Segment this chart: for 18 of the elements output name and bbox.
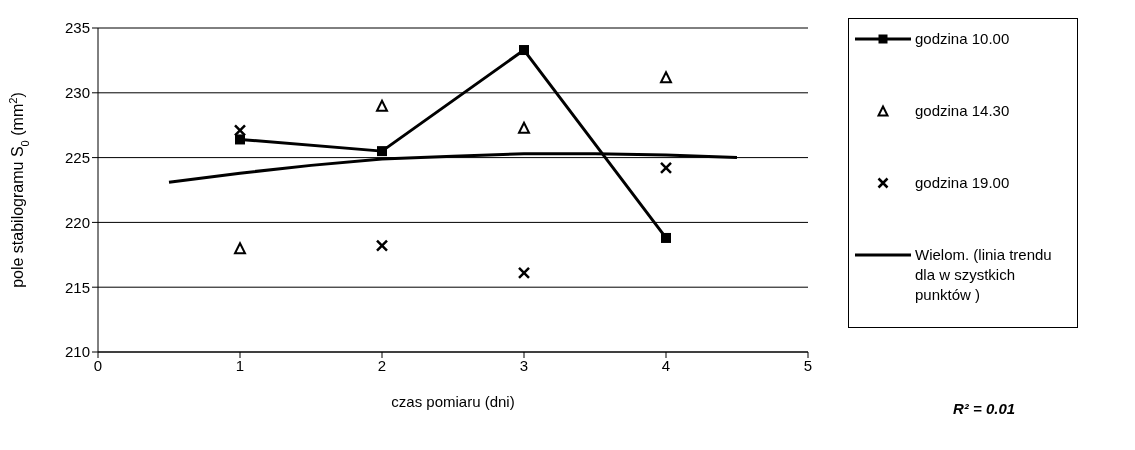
y-tick-label: 215 — [64, 278, 90, 296]
legend-label: godzina 10.00 — [915, 29, 1010, 49]
text: R² = 0.01 — [953, 400, 1016, 417]
y-tick-label: 230 — [64, 84, 90, 102]
y-tick-label: 225 — [64, 148, 90, 166]
x-axis-title: czas pomiaru (dni) — [391, 393, 515, 410]
x-tick-label: 5 — [803, 356, 813, 374]
y-tick-label: 220 — [64, 213, 90, 231]
legend-label: godzina 14.30 — [915, 101, 1010, 121]
x-tick-label: 0 — [93, 356, 103, 374]
x-tick-label: 1 — [235, 356, 245, 374]
y-tick-label: 235 — [64, 19, 90, 37]
legend-label: godzina 19.00 — [915, 173, 1010, 193]
x-tick-label: 3 — [519, 356, 529, 374]
x-tick-label: 2 — [377, 356, 387, 374]
y-tick-label: 210 — [64, 343, 90, 361]
x-tick-label: 4 — [661, 356, 671, 374]
legend-label: Wielom. (linia trendu dla w szystkich punktów ) — [915, 245, 1053, 305]
